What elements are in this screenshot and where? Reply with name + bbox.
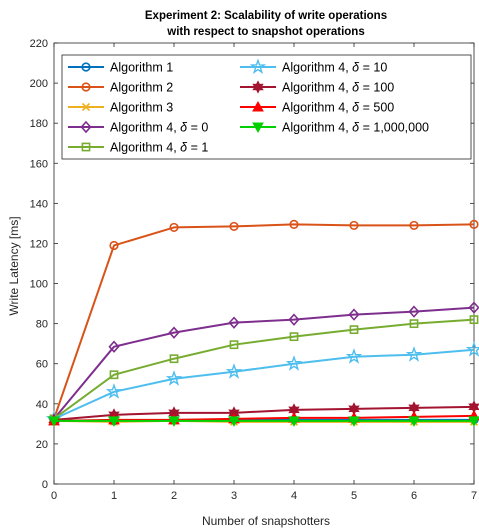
legend-label-part: Algorithm 4, bbox=[282, 61, 352, 75]
legend-label: Algorithm 3 bbox=[110, 101, 173, 115]
legend-label: Algorithm 4, δ = 1 bbox=[110, 141, 208, 155]
x-tick-label: 2 bbox=[171, 490, 177, 502]
legend-label-part: Algorithm 4, bbox=[282, 81, 352, 95]
legend-label-part: Algorithm 4, bbox=[110, 121, 180, 135]
legend-label-part: Algorithm 1 bbox=[110, 61, 173, 75]
y-tick-label: 0 bbox=[42, 479, 48, 491]
x-axis-label: Number of snapshotters bbox=[202, 514, 330, 528]
legend-label-part: = 500 bbox=[359, 101, 394, 115]
legend-label-part: = 1,000,000 bbox=[359, 121, 429, 135]
chart-title-line-2: with respect to snapshot operations bbox=[166, 26, 364, 38]
legend-label: Algorithm 4, δ = 0 bbox=[110, 121, 208, 135]
y-tick-label: 60 bbox=[36, 359, 48, 371]
x-tick-label: 3 bbox=[231, 490, 237, 502]
legend-label-part: = 100 bbox=[359, 81, 394, 95]
legend-label-part: Algorithm 4, bbox=[282, 121, 352, 135]
y-tick-label: 40 bbox=[36, 399, 48, 411]
x-tick-label: 6 bbox=[411, 490, 417, 502]
x-tick-label: 5 bbox=[351, 490, 357, 502]
y-tick-label: 140 bbox=[30, 198, 48, 210]
legend-label: Algorithm 1 bbox=[110, 61, 173, 75]
legend-label-part: Algorithm 4, bbox=[282, 101, 352, 115]
legend-label-part: = 0 bbox=[187, 121, 208, 135]
legend: Algorithm 1 Algorithm 2 Algorithm 3 Algorit… bbox=[62, 55, 471, 159]
legend-label: Algorithm 4, δ = 100 bbox=[282, 81, 394, 95]
legend-label-part: Algorithm 2 bbox=[110, 81, 173, 95]
y-tick-label: 160 bbox=[30, 158, 48, 170]
y-tick-label: 80 bbox=[36, 319, 48, 331]
legend-label-part: = 1 bbox=[187, 141, 208, 155]
chart-title: Experiment 2: Scalability of write opera… bbox=[145, 10, 387, 38]
legend-label: Algorithm 4, δ = 10 bbox=[282, 61, 387, 75]
legend-label: Algorithm 2 bbox=[110, 81, 173, 95]
y-tick-label: 100 bbox=[30, 279, 48, 291]
y-tick-label: 200 bbox=[30, 78, 48, 90]
y-tick-label: 20 bbox=[36, 439, 48, 451]
x-tick-label: 4 bbox=[291, 490, 297, 502]
y-axis-label: Write Latency [ms] bbox=[7, 216, 21, 315]
y-tick-label: 220 bbox=[30, 38, 48, 50]
legend-label: Algorithm 4, δ = 1,000,000 bbox=[282, 121, 429, 135]
legend-label-part: Algorithm 4, bbox=[110, 141, 180, 155]
chart-title-line-1: Experiment 2: Scalability of write opera… bbox=[145, 10, 387, 22]
x-tick-label: 0 bbox=[51, 490, 57, 502]
y-tick-label: 120 bbox=[30, 238, 48, 250]
legend-label: Algorithm 4, δ = 500 bbox=[282, 101, 394, 115]
legend-label-part: = 10 bbox=[359, 61, 387, 75]
legend-label-part: Algorithm 3 bbox=[110, 101, 173, 115]
y-tick-label: 180 bbox=[30, 118, 48, 130]
x-tick-label: 1 bbox=[111, 490, 117, 502]
x-tick-label: 7 bbox=[471, 490, 477, 502]
